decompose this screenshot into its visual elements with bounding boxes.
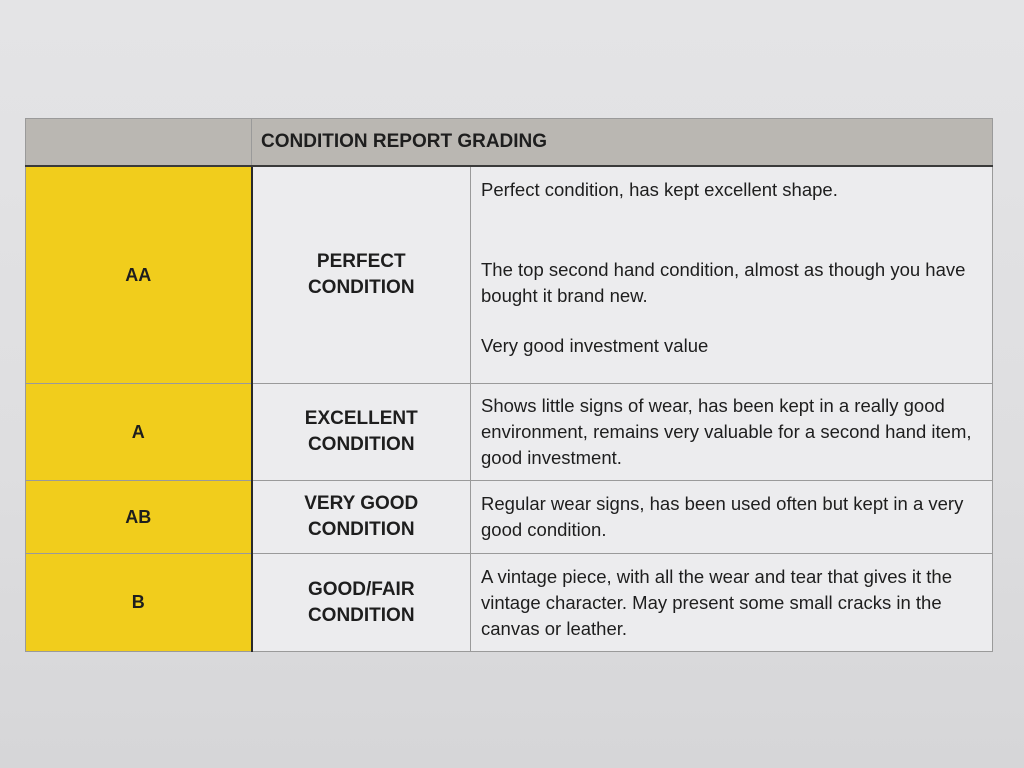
description-cell: A vintage piece, with all the wear and t…: [470, 553, 993, 652]
condition-cell: GOOD/FAIR CONDITION: [251, 553, 471, 652]
description-text: A vintage piece, with all the wear and t…: [481, 565, 953, 639]
description-cell: Perfect condition, has kept excellent sh…: [470, 165, 993, 384]
description-text: Perfect condition, has kept excellent sh…: [481, 179, 838, 200]
table-header-row: CONDITION REPORT GRADING: [25, 118, 993, 167]
header-blank-cell: [25, 118, 252, 167]
description-cell: Regular wear signs, has been used often …: [470, 480, 993, 554]
table-row: AA PERFECT CONDITION Perfect condition, …: [25, 165, 993, 384]
condition-label: VERY GOOD CONDITION: [304, 493, 419, 540]
condition-cell: VERY GOOD CONDITION: [251, 480, 471, 554]
condition-label: GOOD/FAIR CONDITION: [307, 578, 415, 626]
grade-cell: A: [25, 383, 253, 481]
condition-cell: EXCELLENT CONDITION: [251, 383, 471, 481]
grade-cell: AA: [25, 165, 253, 384]
description-text: Shows little signs of wear, has been kep…: [481, 395, 972, 468]
table-row: B GOOD/FAIR CONDITION A vintage piece, w…: [25, 553, 993, 652]
grade-cell: AB: [25, 480, 253, 554]
table-row: AB VERY GOOD CONDITION Regular wear sign…: [25, 480, 993, 554]
description-cell: Shows little signs of wear, has been kep…: [470, 383, 993, 481]
description-text: Very good investment value: [481, 335, 709, 356]
description-text: The top second hand condition, almost as…: [481, 259, 966, 306]
condition-label: PERFECT CONDITION: [307, 251, 415, 298]
condition-label: EXCELLENT CONDITION: [304, 408, 418, 455]
table-title: CONDITION REPORT GRADING: [251, 118, 993, 167]
condition-cell: PERFECT CONDITION: [251, 165, 471, 384]
condition-grading-table: CONDITION REPORT GRADING AA PERFECT COND…: [25, 118, 993, 652]
table-row: A EXCELLENT CONDITION Shows little signs…: [25, 383, 993, 481]
grade-cell: B: [25, 553, 253, 652]
description-text: Regular wear signs, has been used often …: [481, 493, 964, 540]
